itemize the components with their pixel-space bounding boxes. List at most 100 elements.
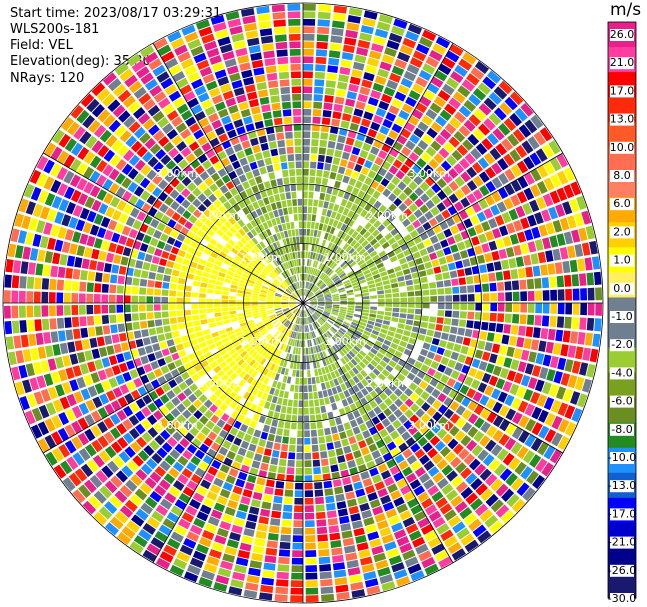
radar-gate	[325, 381, 331, 389]
radar-gate	[355, 457, 365, 466]
radar-gate	[312, 314, 318, 320]
radar-gate	[20, 261, 29, 274]
radar-gate	[363, 10, 378, 20]
radar-gate	[344, 168, 353, 177]
radar-gate	[87, 385, 98, 398]
radar-gate	[358, 440, 367, 449]
radar-gate	[97, 144, 110, 158]
radar-gate	[349, 122, 359, 132]
radar-gate	[189, 261, 198, 269]
radar-gate	[291, 259, 295, 267]
radar-gate	[72, 452, 85, 466]
radar-gate	[280, 263, 286, 271]
radar-gate	[190, 455, 201, 466]
radar-gate	[311, 444, 319, 452]
radar-gate	[364, 159, 373, 169]
radar-gate	[150, 360, 160, 370]
radar-gate	[207, 466, 218, 476]
radar-gate	[209, 484, 221, 495]
radar-gate	[332, 325, 339, 331]
radar-gate	[325, 296, 332, 300]
radar-gate	[381, 324, 390, 330]
radar-gate	[521, 140, 534, 154]
radar-gate	[465, 439, 478, 452]
radar-gate	[236, 150, 246, 160]
radar-gate	[304, 475, 313, 483]
radar-gate	[298, 274, 301, 281]
radar-gate	[296, 259, 299, 266]
radar-gate	[171, 212, 181, 222]
radar-gate	[326, 225, 332, 233]
radar-gate	[137, 347, 147, 357]
radar-gate	[379, 527, 392, 537]
radar-gate	[223, 201, 232, 210]
colorbar-tick-bg	[610, 254, 634, 267]
radar-gate	[225, 97, 237, 107]
radar-gate	[210, 172, 221, 182]
radar-gate	[523, 338, 532, 350]
radar-gate	[300, 325, 302, 333]
radar-gate	[462, 139, 474, 151]
radar-gate	[452, 294, 460, 302]
radar-gate	[284, 184, 291, 192]
radar-gate	[491, 176, 503, 189]
radar-gate	[406, 313, 414, 320]
radar-gate	[63, 154, 76, 168]
radar-gate	[313, 199, 319, 207]
radar-gate	[348, 436, 357, 445]
radar-gate	[58, 198, 70, 212]
radar-gate	[327, 348, 333, 356]
radar-gate	[292, 293, 298, 299]
radar-gate	[260, 35, 274, 44]
radar-gate	[230, 247, 239, 255]
radar-gate	[309, 399, 314, 407]
radar-gate	[236, 306, 244, 310]
radar-gate	[414, 466, 426, 478]
radar-gate	[449, 117, 462, 129]
radar-gate	[289, 299, 296, 302]
radar-gate	[280, 86, 291, 95]
radar-gate	[272, 281, 279, 287]
radar-gate	[426, 127, 438, 139]
radar-gate	[322, 288, 329, 293]
radar-gate	[442, 173, 453, 184]
radar-gate	[303, 108, 312, 116]
radar-gate	[198, 182, 208, 192]
radar-gate	[153, 91, 167, 103]
radar-gate	[360, 282, 368, 287]
radar-gate	[495, 504, 510, 518]
radar-gate	[122, 432, 134, 445]
radar-gate	[158, 258, 168, 267]
radar-gate	[550, 289, 558, 301]
radar-gate	[497, 187, 509, 199]
radar-gate	[188, 393, 198, 403]
radar-gate	[217, 168, 227, 178]
radar-gate	[165, 207, 175, 218]
radar-gate	[415, 408, 425, 418]
radar-gate	[488, 240, 498, 251]
radar-gate	[292, 550, 303, 558]
radar-gate	[509, 112, 523, 127]
radar-gate	[198, 117, 210, 128]
radar-gate	[231, 32, 245, 43]
radar-gate	[283, 504, 293, 512]
radar-gate	[431, 423, 442, 434]
radar-gate	[251, 303, 259, 306]
radar-gate	[303, 183, 309, 191]
radar-gate	[432, 399, 442, 410]
radar-gate	[238, 319, 246, 324]
radar-gate	[209, 394, 218, 403]
radar-gate	[335, 584, 349, 593]
radar-gate	[331, 312, 338, 316]
radar-gate	[292, 236, 297, 244]
radar-gate	[336, 401, 343, 409]
radar-gate	[310, 146, 318, 154]
radar-gate	[542, 290, 550, 301]
radar-gate	[556, 316, 565, 328]
radar-gate	[34, 277, 42, 290]
radar-gate	[416, 157, 427, 169]
radar-gate	[424, 530, 438, 542]
colorbar: 26.021.017.013.010.08.06.02.01.00.0-1.0-…	[607, 21, 637, 605]
radar-gate	[130, 207, 140, 218]
radar-gate	[305, 309, 309, 317]
